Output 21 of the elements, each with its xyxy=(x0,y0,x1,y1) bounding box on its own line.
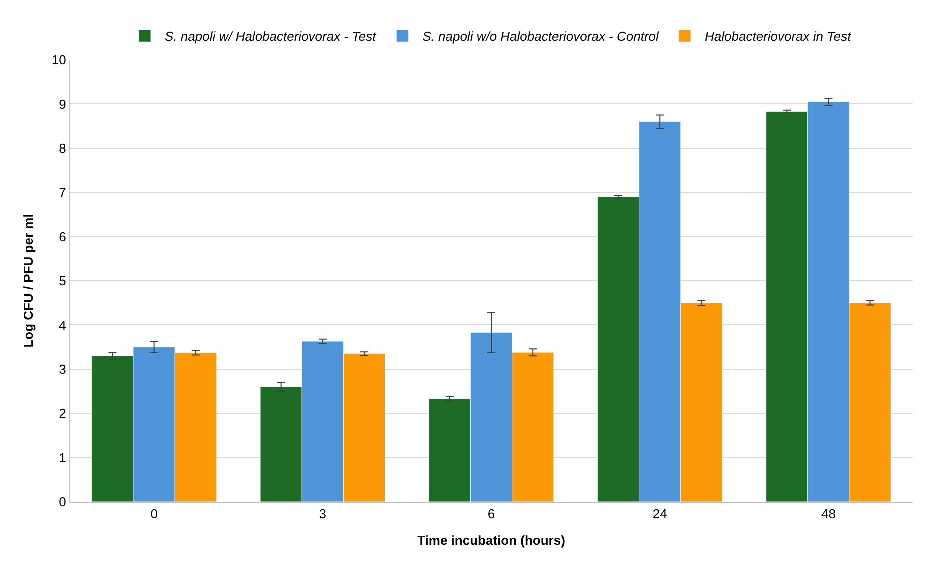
x-tick-label: 3 xyxy=(319,506,327,522)
y-tick-label: 8 xyxy=(59,140,66,156)
y-tick-label: 2 xyxy=(59,406,66,422)
legend-label: Halobacteriovorax in Test xyxy=(705,29,853,44)
y-tick-label: 1 xyxy=(59,450,66,466)
y-tick-label: 4 xyxy=(59,318,66,333)
x-tick-label: 24 xyxy=(652,506,668,522)
legend-label: S. napoli w/o Halobacteriovorax - Control xyxy=(422,29,660,44)
x-tick-label: 0 xyxy=(150,506,158,522)
y-tick-label: 6 xyxy=(59,229,66,244)
y-tick-label: 10 xyxy=(52,52,66,68)
x-axis-title: Time incubation (hours) xyxy=(418,533,566,548)
y-tick-label: 3 xyxy=(59,362,66,377)
y-tick-label: 9 xyxy=(59,96,66,112)
x-tick-label: 6 xyxy=(488,506,496,522)
y-tick-label: 7 xyxy=(59,185,66,200)
x-tick-label: 48 xyxy=(821,506,836,522)
y-tick-label: 0 xyxy=(59,494,66,510)
legend-label: S. napoli w/ Halobacteriovorax - Test xyxy=(165,29,378,44)
y-axis-title: Log CFU / PFU per ml xyxy=(20,214,36,348)
y-tick-label: 5 xyxy=(59,274,66,289)
